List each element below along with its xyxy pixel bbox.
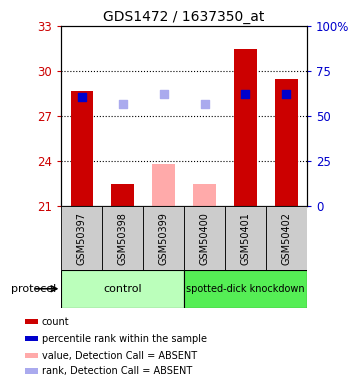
Text: value, Detection Call = ABSENT: value, Detection Call = ABSENT — [42, 351, 197, 360]
Text: spotted-dick knockdown: spotted-dick knockdown — [186, 284, 305, 294]
Bar — [275, 79, 297, 206]
Title: GDS1472 / 1637350_at: GDS1472 / 1637350_at — [103, 10, 265, 24]
Text: protocol: protocol — [11, 284, 56, 294]
Text: GSM50397: GSM50397 — [77, 211, 87, 265]
Bar — [25, 336, 38, 341]
Bar — [234, 49, 257, 206]
Bar — [25, 352, 38, 358]
Text: GSM50400: GSM50400 — [200, 211, 210, 265]
Bar — [61, 206, 102, 270]
Bar — [152, 164, 175, 206]
Bar — [225, 206, 266, 270]
Bar — [25, 368, 38, 374]
Bar — [184, 270, 307, 308]
Text: rank, Detection Call = ABSENT: rank, Detection Call = ABSENT — [42, 366, 192, 375]
Text: GSM50399: GSM50399 — [158, 211, 169, 265]
Bar — [61, 270, 184, 308]
Point — [161, 91, 166, 97]
Point — [120, 101, 126, 107]
Bar — [143, 206, 184, 270]
Bar — [112, 184, 134, 206]
Bar — [266, 206, 307, 270]
Text: percentile rank within the sample: percentile rank within the sample — [42, 334, 207, 344]
Point — [283, 91, 289, 97]
Point — [243, 91, 248, 97]
Text: control: control — [104, 284, 142, 294]
Bar — [102, 206, 143, 270]
Bar — [184, 206, 225, 270]
Bar — [71, 91, 93, 206]
Point — [79, 94, 85, 100]
Point — [202, 101, 208, 107]
Bar — [25, 319, 38, 324]
Text: GSM50401: GSM50401 — [240, 211, 251, 265]
Bar — [193, 184, 216, 206]
Text: GSM50398: GSM50398 — [118, 211, 128, 265]
Text: GSM50402: GSM50402 — [281, 211, 291, 265]
Text: count: count — [42, 317, 70, 327]
